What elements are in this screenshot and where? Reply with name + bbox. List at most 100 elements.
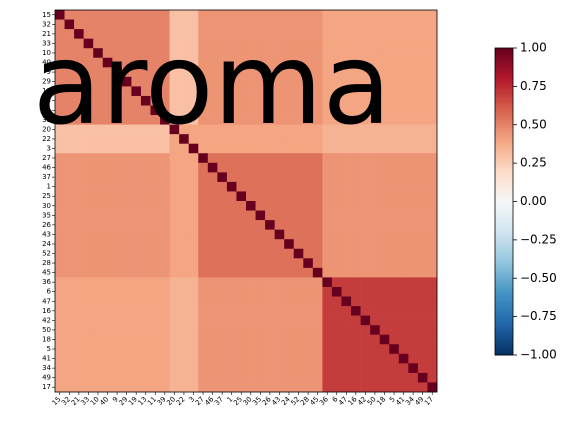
cell bbox=[341, 134, 352, 144]
cell bbox=[389, 286, 400, 297]
cell bbox=[131, 220, 142, 230]
cell bbox=[64, 19, 75, 30]
cell bbox=[360, 277, 371, 288]
cell bbox=[112, 372, 123, 383]
cell bbox=[64, 134, 75, 144]
cell bbox=[102, 201, 113, 211]
cell bbox=[207, 353, 218, 364]
cell bbox=[312, 258, 323, 269]
cell bbox=[322, 153, 333, 164]
colorbar-step bbox=[495, 127, 513, 131]
cell bbox=[131, 286, 142, 297]
cell bbox=[55, 19, 65, 30]
cell bbox=[293, 10, 304, 20]
cell bbox=[255, 19, 266, 30]
cell bbox=[341, 229, 352, 240]
cell bbox=[427, 181, 438, 192]
cell bbox=[217, 239, 228, 250]
cell bbox=[179, 181, 189, 192]
cell bbox=[55, 353, 65, 364]
cell bbox=[217, 344, 228, 355]
cell bbox=[293, 153, 304, 164]
cell bbox=[265, 210, 275, 221]
cell bbox=[169, 57, 180, 68]
cell bbox=[312, 325, 323, 335]
cell bbox=[83, 344, 94, 355]
cell bbox=[331, 105, 342, 116]
cell bbox=[408, 334, 419, 345]
cell bbox=[379, 363, 390, 374]
cell bbox=[121, 248, 132, 259]
cell bbox=[265, 162, 275, 173]
cell bbox=[236, 296, 247, 307]
cell bbox=[246, 220, 256, 230]
cell bbox=[408, 153, 419, 164]
cell bbox=[331, 210, 342, 221]
cell bbox=[188, 372, 199, 383]
cell bbox=[370, 181, 380, 192]
cell bbox=[83, 105, 94, 116]
cell bbox=[64, 86, 75, 97]
cell bbox=[198, 286, 209, 297]
cell bbox=[360, 334, 371, 345]
cell bbox=[341, 334, 352, 345]
cell bbox=[160, 181, 170, 192]
cell bbox=[64, 76, 75, 87]
colorbar-step bbox=[495, 324, 513, 328]
cell bbox=[274, 191, 285, 202]
cell bbox=[83, 76, 94, 87]
colorbar-step bbox=[495, 216, 513, 220]
cell bbox=[341, 115, 352, 125]
colorbar-step bbox=[495, 137, 513, 141]
cell bbox=[188, 124, 199, 135]
cell bbox=[265, 67, 275, 78]
cell bbox=[217, 267, 228, 278]
x-tick-label: 33 bbox=[79, 395, 91, 407]
cell bbox=[102, 267, 113, 278]
cell bbox=[398, 382, 409, 393]
cell bbox=[150, 48, 161, 59]
cell bbox=[408, 191, 419, 202]
colorbar-step bbox=[495, 71, 513, 75]
cell bbox=[207, 10, 218, 20]
colorbar-step bbox=[495, 76, 513, 80]
cell bbox=[64, 334, 75, 345]
cell bbox=[408, 19, 419, 30]
cell bbox=[255, 220, 266, 230]
cell bbox=[341, 10, 352, 20]
cell bbox=[217, 172, 228, 183]
cell bbox=[140, 286, 151, 297]
cell bbox=[207, 306, 218, 316]
cell bbox=[246, 191, 256, 202]
cell bbox=[93, 344, 104, 355]
cell bbox=[236, 201, 247, 211]
cell bbox=[188, 29, 199, 39]
cell bbox=[360, 210, 371, 221]
cell bbox=[93, 239, 104, 250]
colorbar-step bbox=[495, 117, 513, 121]
cell bbox=[198, 105, 209, 116]
cell bbox=[341, 153, 352, 164]
cell bbox=[198, 334, 209, 345]
x-tick-label: 1 bbox=[226, 395, 235, 404]
cell bbox=[284, 296, 295, 307]
cell bbox=[408, 29, 419, 39]
y-tick-label: 37 bbox=[42, 173, 51, 181]
cell bbox=[293, 296, 304, 307]
cell bbox=[55, 181, 65, 192]
cell bbox=[179, 220, 189, 230]
cell bbox=[284, 95, 295, 106]
cell bbox=[93, 76, 104, 87]
cell bbox=[398, 258, 409, 269]
cell bbox=[284, 38, 295, 49]
cell bbox=[246, 210, 256, 221]
y-tick-label: 52 bbox=[42, 250, 51, 258]
cell bbox=[93, 306, 104, 316]
cell bbox=[217, 181, 228, 192]
cell bbox=[198, 76, 209, 87]
x-tick-label: 27 bbox=[194, 395, 206, 407]
cell bbox=[55, 363, 65, 374]
x-tick-label: 35 bbox=[251, 395, 263, 407]
cell bbox=[255, 210, 266, 221]
cell bbox=[150, 10, 161, 20]
